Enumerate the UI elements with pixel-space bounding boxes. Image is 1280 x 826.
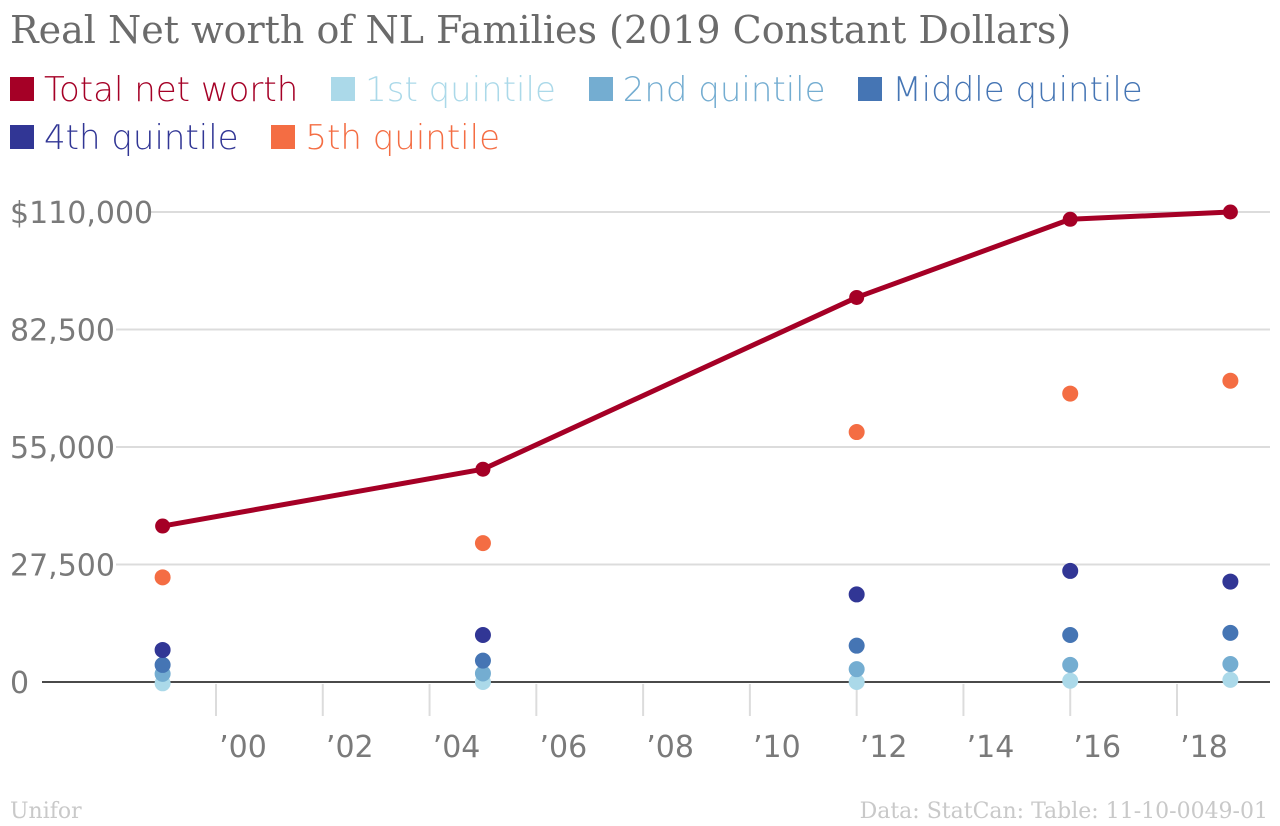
legend-label-q2: 2nd quintile [622,70,826,110]
legend-item-q2[interactable]: 2nd quintile [588,66,826,114]
point-q1 [848,674,865,690]
y-axis-ticks: 0 27,500 55,000 82,500 $110,000 [10,196,153,701]
series-total [155,204,1238,534]
point-total [1222,204,1238,220]
point-q5 [154,569,171,586]
legend-swatch-middle [858,77,883,101]
point-total [849,289,865,305]
legend-item-middle[interactable]: Middle quintile [858,66,1143,114]
footer-data-source: Data: StatCan: Table: 11-10-0049-01 [859,799,1268,824]
chart-title: Real Net worth of NL Families (2019 Cons… [10,8,1072,52]
point-middle [848,637,865,654]
point-q2 [848,661,865,678]
x-tick-label: ’08 [646,730,694,765]
point-q4 [474,627,491,643]
series-middle [154,624,1239,673]
point-middle [154,656,171,673]
y-tick-label: 0 [10,666,29,701]
series-q5 [154,372,1239,586]
legend-swatch-q2 [588,77,613,101]
point-total [155,518,171,534]
x-tick-label: ’00 [219,730,267,765]
x-axis-ticks: ’00 ’02 ’04 ’06 ’08 ’10 ’12 ’14 ’16 ’18 [215,684,1228,765]
point-q5 [474,535,491,552]
legend: Total net worth 1st quintile 2nd quintil… [10,66,1210,162]
x-tick-label: ’06 [539,730,587,765]
x-tick-label: ’04 [433,730,481,765]
legend-swatch-total [10,77,34,101]
point-q2 [1222,656,1239,673]
x-tick-label: ’02 [326,730,374,765]
x-tick-label: ’10 [753,730,801,765]
legend-swatch-q4 [10,125,34,149]
legend-label-total: Total net worth [44,70,299,110]
x-tick-label: ’14 [967,730,1015,765]
x-tick-label: ’18 [1180,730,1228,765]
point-q4 [1222,573,1239,590]
point-middle [1222,624,1239,641]
point-q5 [1062,385,1079,402]
legend-item-q4[interactable]: 4th quintile [10,114,239,162]
point-q2 [474,665,491,682]
line-total [162,209,1231,529]
series-q4 [154,562,1239,658]
legend-item-q1[interactable]: 1st quintile [331,66,556,114]
y-tick-label: $110,000 [10,196,153,231]
x-tick-label: ’12 [860,730,908,765]
legend-swatch-q1 [331,77,356,101]
legend-label-q5: 5th quintile [305,118,500,158]
y-tick-label: 55,000 [10,431,115,466]
legend-label-middle: Middle quintile [892,70,1143,110]
legend-item-total[interactable]: Total net worth [10,66,298,114]
point-q4 [154,641,171,658]
point-q4 [848,586,865,603]
footer-source-org: Unifor [10,799,82,824]
x-tick-label: ’16 [1073,730,1121,765]
point-middle [1062,627,1079,643]
point-q5 [1222,372,1239,389]
point-q1 [1222,671,1239,688]
point-q2 [1062,656,1079,673]
y-tick-label: 27,500 [10,549,115,584]
gridlines [42,211,1270,683]
series-layer [154,204,1239,692]
legend-label-q4: 4th quintile [44,118,239,158]
point-q5 [848,424,865,441]
point-total [1062,211,1078,227]
point-total [475,461,491,477]
point-q1 [1062,672,1079,689]
legend-label-q1: 1st quintile [365,70,556,110]
legend-item-q5[interactable]: 5th quintile [271,114,500,162]
point-middle [474,652,491,669]
point-q4 [1062,562,1079,579]
legend-swatch-q5 [271,125,296,149]
y-tick-label: 82,500 [10,314,115,349]
